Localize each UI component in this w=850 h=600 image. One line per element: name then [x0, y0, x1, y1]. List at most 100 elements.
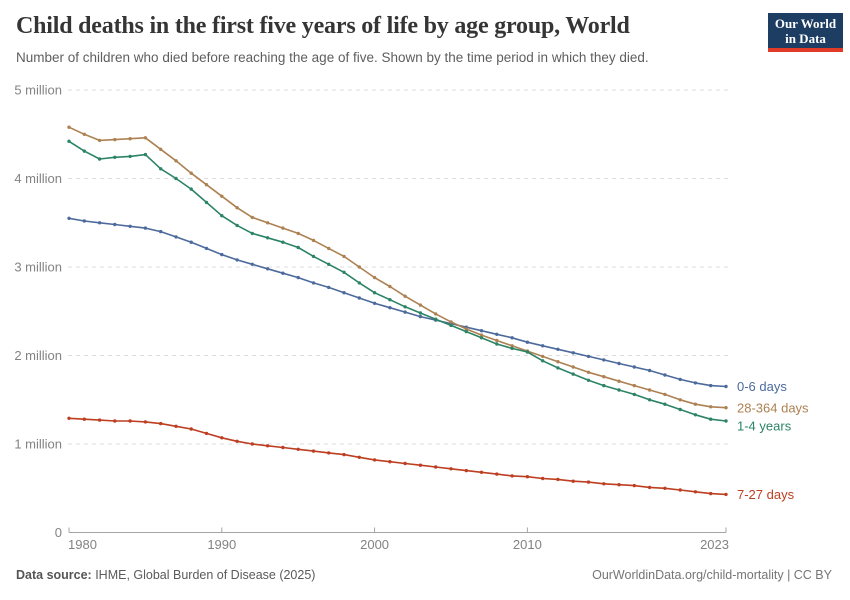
- data-point[interactable]: [159, 229, 163, 234]
- data-point[interactable]: [418, 314, 423, 319]
- data-point[interactable]: [464, 468, 468, 473]
- data-point[interactable]: [647, 368, 652, 373]
- data-point[interactable]: [204, 200, 209, 205]
- data-point[interactable]: [159, 421, 163, 426]
- data-point[interactable]: [571, 479, 575, 483]
- data-point[interactable]: [647, 485, 652, 490]
- data-point[interactable]: [693, 490, 698, 494]
- data-point[interactable]: [281, 445, 285, 450]
- data-point[interactable]: [204, 246, 209, 251]
- data-point[interactable]: [525, 475, 530, 479]
- data-point[interactable]: [113, 155, 117, 159]
- data-point[interactable]: [617, 388, 621, 392]
- data-point[interactable]: [372, 291, 377, 295]
- data-point[interactable]: [617, 361, 621, 366]
- data-point[interactable]: [632, 392, 636, 397]
- data-point[interactable]: [464, 327, 468, 331]
- data-point[interactable]: [311, 449, 316, 453]
- data-point[interactable]: [495, 332, 499, 336]
- data-point[interactable]: [479, 329, 484, 333]
- data-point[interactable]: [265, 267, 270, 271]
- data-point[interactable]: [265, 444, 270, 448]
- data-point[interactable]: [174, 235, 178, 239]
- data-point[interactable]: [709, 405, 713, 409]
- data-point[interactable]: [693, 413, 698, 417]
- data-point[interactable]: [388, 298, 392, 302]
- data-point[interactable]: [403, 305, 407, 309]
- series-path-1-4-years[interactable]: [68, 140, 727, 422]
- series-path-0-6-days[interactable]: [68, 217, 727, 388]
- data-point[interactable]: [388, 460, 392, 464]
- data-point[interactable]: [311, 281, 316, 285]
- data-point[interactable]: [418, 311, 423, 315]
- data-point[interactable]: [143, 152, 148, 157]
- data-point[interactable]: [342, 270, 346, 274]
- data-point[interactable]: [296, 231, 300, 236]
- data-point[interactable]: [678, 398, 682, 402]
- data-point[interactable]: [97, 138, 102, 143]
- data-point[interactable]: [632, 365, 636, 369]
- data-point[interactable]: [143, 420, 148, 424]
- data-point[interactable]: [510, 346, 514, 351]
- data-point[interactable]: [97, 418, 102, 422]
- data-point[interactable]: [510, 474, 514, 478]
- data-point[interactable]: [403, 294, 407, 298]
- series-label-0-6-days[interactable]: 0-6 days: [737, 379, 787, 394]
- data-point[interactable]: [342, 291, 346, 295]
- data-point[interactable]: [617, 379, 621, 383]
- data-point[interactable]: [250, 262, 254, 266]
- data-point[interactable]: [67, 125, 71, 129]
- data-point[interactable]: [357, 296, 361, 300]
- data-point[interactable]: [602, 482, 606, 486]
- data-point[interactable]: [97, 157, 102, 161]
- line-chart[interactable]: 0 1 million 2 million 3 million 4 million 5 m…: [0, 0, 850, 560]
- series-label-1-4-years[interactable]: 1-4 years: [737, 418, 792, 433]
- data-point[interactable]: [204, 431, 209, 436]
- data-point[interactable]: [372, 458, 377, 462]
- data-point[interactable]: [220, 252, 224, 257]
- data-point[interactable]: [327, 285, 331, 290]
- data-point[interactable]: [434, 465, 438, 469]
- data-point[interactable]: [724, 419, 728, 423]
- data-point[interactable]: [189, 171, 193, 175]
- data-point[interactable]: [296, 275, 300, 280]
- data-point[interactable]: [281, 271, 285, 275]
- series-label-28-364-days[interactable]: 28-364 days: [737, 400, 809, 415]
- data-point[interactable]: [449, 323, 453, 328]
- series-path-7-27-days[interactable]: [68, 417, 727, 496]
- data-point[interactable]: [174, 176, 178, 181]
- data-point[interactable]: [403, 310, 407, 314]
- data-point[interactable]: [357, 281, 361, 285]
- data-point[interactable]: [372, 275, 377, 280]
- data-point[interactable]: [693, 381, 698, 385]
- data-point[interactable]: [510, 336, 514, 340]
- data-point[interactable]: [265, 236, 270, 240]
- data-point[interactable]: [678, 488, 682, 492]
- data-point[interactable]: [189, 240, 193, 244]
- data-point[interactable]: [556, 366, 560, 370]
- data-point[interactable]: [571, 351, 575, 355]
- data-point[interactable]: [510, 344, 514, 348]
- data-point[interactable]: [281, 240, 285, 244]
- citation-link[interactable]: OurWorldinData.org/child-mortality | CC …: [592, 568, 832, 582]
- data-point[interactable]: [174, 424, 178, 428]
- data-point[interactable]: [541, 476, 545, 481]
- data-point[interactable]: [479, 336, 484, 340]
- data-point[interactable]: [586, 354, 591, 359]
- data-point[interactable]: [250, 215, 254, 220]
- data-point[interactable]: [449, 467, 453, 471]
- data-point[interactable]: [495, 342, 499, 346]
- data-point[interactable]: [541, 359, 545, 363]
- data-point[interactable]: [556, 477, 560, 482]
- data-point[interactable]: [602, 358, 606, 362]
- data-point[interactable]: [220, 436, 224, 440]
- data-point[interactable]: [342, 452, 346, 457]
- data-point[interactable]: [327, 451, 331, 455]
- data-point[interactable]: [327, 246, 331, 251]
- data-point[interactable]: [311, 238, 316, 243]
- data-point[interactable]: [174, 159, 178, 163]
- data-point[interactable]: [525, 340, 530, 344]
- data-point[interactable]: [693, 402, 698, 406]
- data-point[interactable]: [311, 254, 316, 259]
- data-point[interactable]: [143, 226, 148, 230]
